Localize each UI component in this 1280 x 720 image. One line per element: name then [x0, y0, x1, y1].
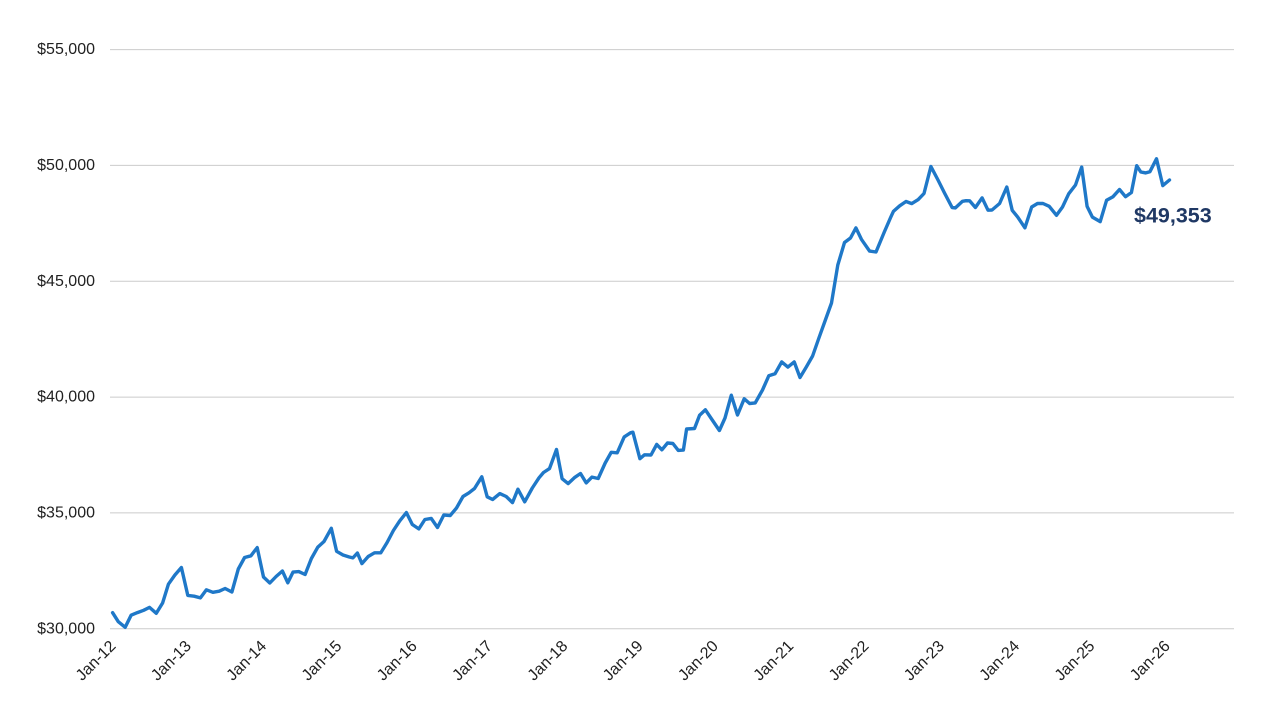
- svg-text:$50,000: $50,000: [37, 157, 95, 174]
- svg-text:$35,000: $35,000: [37, 504, 95, 521]
- svg-text:$40,000: $40,000: [37, 389, 95, 406]
- svg-text:$55,000: $55,000: [37, 41, 95, 58]
- svg-text:$49,353: $49,353: [1134, 203, 1212, 227]
- svg-text:$45,000: $45,000: [37, 273, 95, 290]
- svg-text:$30,000: $30,000: [37, 620, 95, 637]
